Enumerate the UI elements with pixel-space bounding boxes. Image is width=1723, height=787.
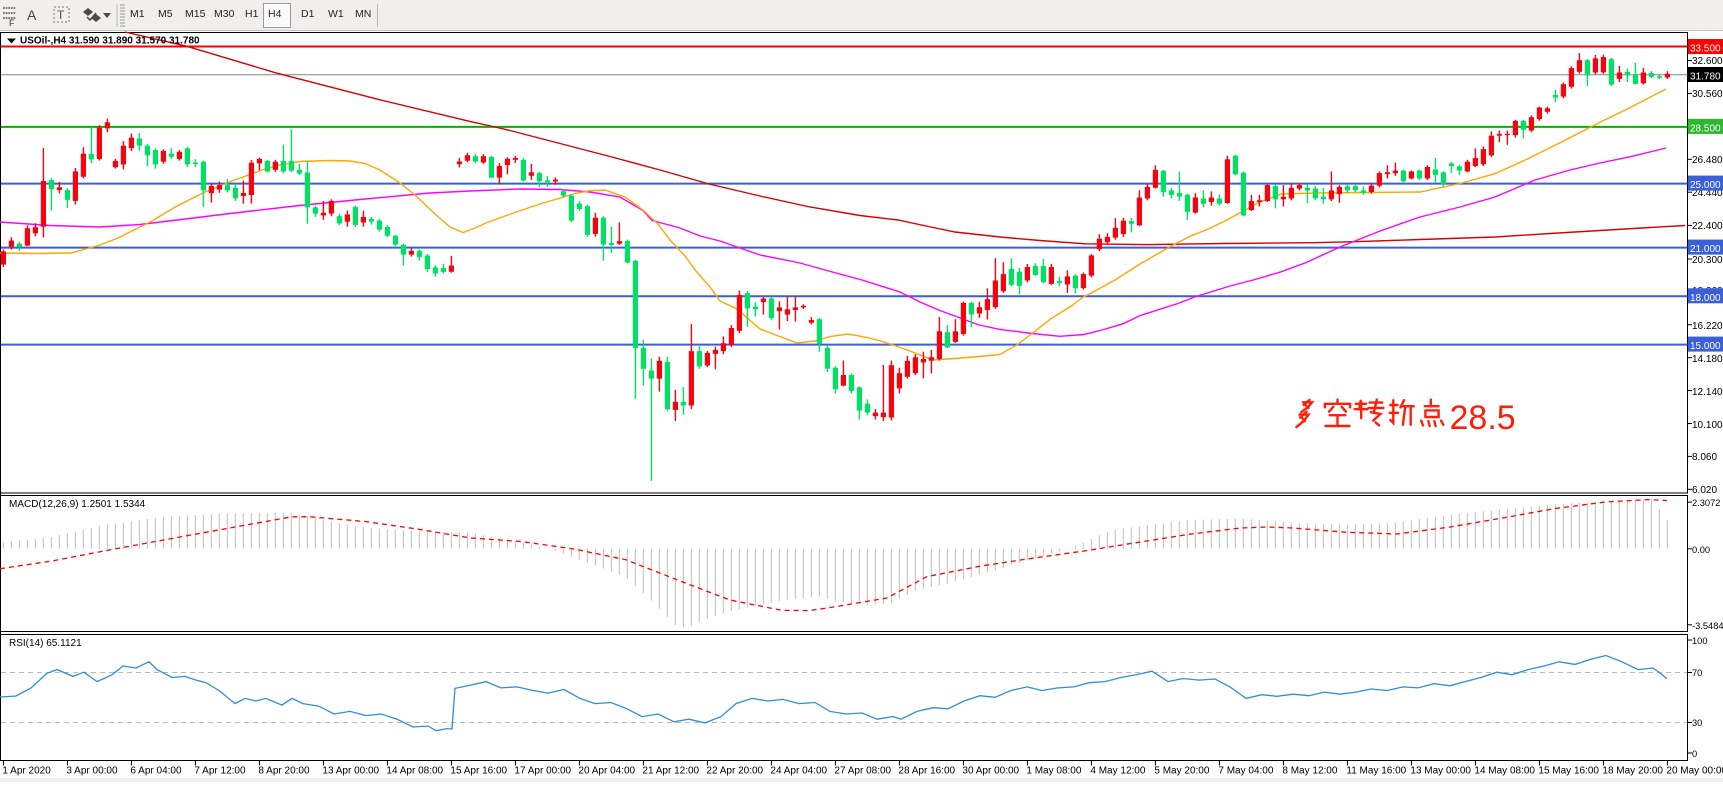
svg-text:33.500: 33.500: [1690, 44, 1721, 55]
svg-text:A: A: [27, 7, 37, 23]
svg-text:2.3072: 2.3072: [1692, 498, 1720, 508]
svg-text:8 Apr 20:00: 8 Apr 20:00: [258, 766, 310, 777]
svg-text:0.00: 0.00: [1692, 545, 1710, 555]
svg-text:17 Apr 00:00: 17 Apr 00:00: [514, 766, 571, 777]
svg-text:8 May 12:00: 8 May 12:00: [1282, 766, 1337, 777]
svg-text:14 Apr 08:00: 14 Apr 08:00: [386, 766, 443, 777]
svg-text:14 May 08:00: 14 May 08:00: [1474, 766, 1535, 777]
svg-text:30 Apr 00:00: 30 Apr 00:00: [962, 766, 1019, 777]
svg-text:1 May 08:00: 1 May 08:00: [1026, 766, 1081, 777]
svg-text:28.5: 28.5: [1450, 399, 1516, 437]
svg-text:-3.5484: -3.5484: [1692, 621, 1723, 631]
svg-text:7 May 04:00: 7 May 04:00: [1218, 766, 1273, 777]
svg-text:18 May 20:00: 18 May 20:00: [1602, 766, 1663, 777]
svg-text:T: T: [57, 8, 65, 22]
svg-text:6 Apr 04:00: 6 Apr 04:00: [130, 766, 182, 777]
svg-text:F: F: [9, 18, 15, 28]
svg-text:18.000: 18.000: [1690, 293, 1721, 304]
svg-text:7 Apr 12:00: 7 Apr 12:00: [194, 766, 246, 777]
svg-text:20.300: 20.300: [1692, 255, 1723, 266]
svg-text:8.060: 8.060: [1692, 452, 1717, 463]
svg-text:20 Apr 04:00: 20 Apr 04:00: [578, 766, 635, 777]
svg-text:11 May 16:00: 11 May 16:00: [1346, 766, 1406, 777]
svg-text:MACD(12,26,9) 1.2501 1.5344: MACD(12,26,9) 1.2501 1.5344: [9, 499, 146, 510]
svg-text:24 Apr 04:00: 24 Apr 04:00: [770, 766, 827, 777]
svg-text:25.000: 25.000: [1690, 180, 1721, 191]
svg-text:14.180: 14.180: [1692, 354, 1723, 365]
svg-text:10.100: 10.100: [1692, 420, 1723, 431]
svg-text:100: 100: [1692, 636, 1708, 646]
svg-text:13 Apr 00:00: 13 Apr 00:00: [322, 766, 379, 777]
svg-text:30: 30: [1692, 718, 1702, 728]
svg-text:0: 0: [1692, 749, 1697, 759]
svg-text:30.560: 30.560: [1692, 89, 1723, 100]
svg-text:28.500: 28.500: [1690, 123, 1721, 134]
svg-text:21.000: 21.000: [1690, 244, 1721, 255]
svg-text:15 May 16:00: 15 May 16:00: [1538, 766, 1599, 777]
svg-text:6.020: 6.020: [1692, 485, 1717, 496]
svg-text:22 Apr 20:00: 22 Apr 20:00: [706, 766, 763, 777]
svg-text:4 May 12:00: 4 May 12:00: [1090, 766, 1145, 777]
svg-text:12.140: 12.140: [1692, 387, 1723, 398]
svg-text:USOil-,H4 31.590 31.890 31.57: USOil-,H4 31.590 31.890 31.570 31.780: [20, 36, 200, 47]
svg-text:26.480: 26.480: [1692, 155, 1723, 166]
svg-text:21 Apr 12:00: 21 Apr 12:00: [642, 766, 699, 777]
svg-text:15 Apr 16:00: 15 Apr 16:00: [450, 766, 507, 777]
svg-text:5 May 20:00: 5 May 20:00: [1154, 766, 1209, 777]
svg-text:20 May 00:00: 20 May 00:00: [1666, 766, 1723, 777]
svg-text:31.780: 31.780: [1690, 72, 1721, 83]
svg-text:RSI(14) 65.1121: RSI(14) 65.1121: [9, 638, 82, 649]
svg-text:3 Apr 00:00: 3 Apr 00:00: [66, 766, 118, 777]
svg-text:32.600: 32.600: [1692, 56, 1723, 67]
svg-text:15.000: 15.000: [1690, 341, 1721, 352]
svg-text:70: 70: [1692, 668, 1702, 678]
svg-text:28 Apr 16:00: 28 Apr 16:00: [898, 766, 955, 777]
svg-text:1 Apr 2020: 1 Apr 2020: [2, 766, 51, 777]
svg-text:16.220: 16.220: [1692, 321, 1723, 332]
svg-text:22.400: 22.400: [1692, 221, 1723, 232]
svg-text:24.440: 24.440: [1692, 188, 1723, 199]
svg-text:27 Apr 08:00: 27 Apr 08:00: [834, 766, 891, 777]
svg-text:13 May 00:00: 13 May 00:00: [1410, 766, 1471, 777]
